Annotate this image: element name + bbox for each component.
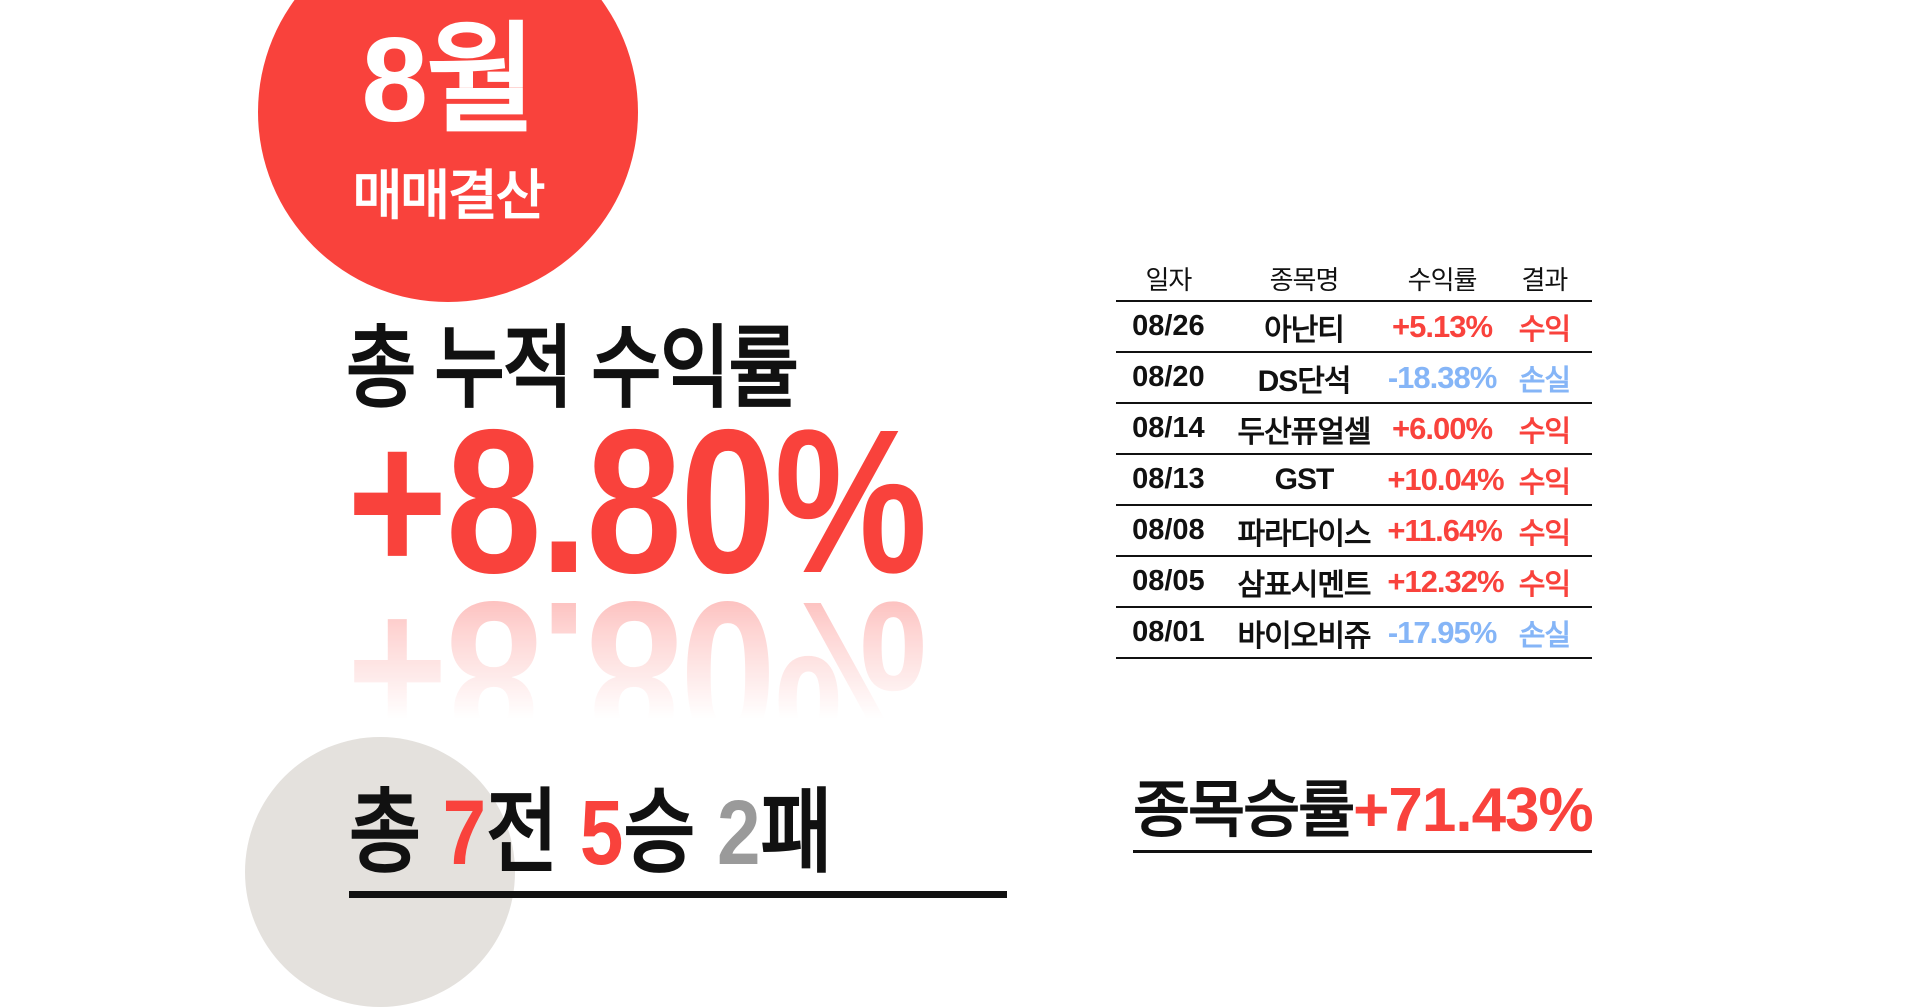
cell-date: 08/20: [1132, 361, 1205, 393]
table-row: 08/26 아난티 +5.13% 수익: [1116, 302, 1592, 353]
cell-return: +11.64%: [1387, 512, 1503, 548]
winrate-row: 종목승률 +71.43%: [1133, 776, 1594, 845]
table-row: 08/13 GST +10.04% 수익: [1116, 455, 1592, 506]
cell-result: 수익: [1518, 313, 1571, 346]
table-row: 08/01 바이오비쥬 -17.95% 손실: [1116, 608, 1592, 659]
cell-name: DS단석: [1257, 364, 1352, 398]
results-table: 일자 종목명 수익률 결과 08/26 아난티 +5.13% 수익 08/20 …: [1116, 256, 1592, 659]
cell-date: 08/05: [1132, 565, 1205, 597]
table-row: 08/14 두산퓨얼셀 +6.00% 수익: [1116, 404, 1592, 455]
cell-date: 08/08: [1132, 514, 1205, 546]
badge-subtitle-label: 매매결산: [352, 166, 546, 226]
record-losses-count: 2: [717, 782, 761, 884]
cell-result: 수익: [1518, 517, 1571, 550]
winrate-underline: [1133, 850, 1592, 853]
table-row: 08/08 파라다이스 +11.64% 수익: [1116, 506, 1592, 557]
cell-result: 수익: [1518, 466, 1571, 499]
record-prefix: 총: [349, 782, 443, 884]
winrate-value: +71.43%: [1353, 776, 1593, 845]
table-row: 08/20 DS단석 -18.38% 손실: [1116, 353, 1592, 404]
cell-name: 두산퓨얼셀: [1237, 415, 1372, 449]
cell-result: 수익: [1518, 415, 1571, 448]
results-table-body: 08/26 아난티 +5.13% 수익 08/20 DS단석 -18.38% 손…: [1116, 302, 1592, 659]
summary-value-reflection: +8.80%: [347, 559, 926, 788]
summary-value-stack: +8.80% +8.80%: [347, 387, 927, 788]
badge-month-label: 8월: [361, 13, 536, 147]
header-result: 결과: [1521, 264, 1568, 295]
winrate-label: 종목승률: [1133, 776, 1355, 845]
cell-return: +10.04%: [1387, 461, 1504, 497]
cell-date: 08/01: [1132, 616, 1205, 648]
record-games-label: 전: [486, 782, 580, 884]
cell-result: 수익: [1518, 568, 1571, 601]
cell-name: 아난티: [1264, 313, 1345, 347]
record-losses-label: 패: [760, 782, 833, 884]
table-row: 08/05 삼표시멘트 +12.32% 수익: [1116, 557, 1592, 608]
gray-circle-decoration: [245, 737, 515, 1007]
header-return: 수익률: [1407, 264, 1478, 295]
cell-name: 파라다이스: [1237, 517, 1372, 551]
record-underline: [349, 891, 1007, 898]
record-wins-label: 승: [623, 782, 718, 884]
record-wins-count: 5: [579, 782, 624, 884]
page-root: { "badge": { "month": "8월", "subtitle": …: [245, 0, 1594, 1007]
summary-value: +8.80%: [347, 387, 927, 616]
cell-return: -17.95%: [1387, 614, 1497, 650]
summary-title: 총 누적 수익률: [346, 319, 799, 419]
cell-name: 바이오비쥬: [1237, 619, 1372, 653]
cell-return: +12.32%: [1387, 563, 1504, 599]
cell-name: 삼표시멘트: [1237, 568, 1372, 602]
cell-return: +5.13%: [1392, 308, 1493, 344]
header-name: 종목명: [1269, 264, 1340, 295]
cell-result: 손실: [1518, 364, 1571, 397]
record-text: 총 7전 5승 2패: [349, 787, 832, 879]
cell-return: +6.00%: [1392, 410, 1493, 446]
cell-return: -18.38%: [1387, 359, 1497, 395]
cell-date: 08/14: [1132, 412, 1205, 444]
cell-result: 손실: [1518, 619, 1571, 652]
month-badge: 8월 매매결산: [258, 0, 638, 302]
record-games-count: 7: [442, 782, 487, 884]
header-date: 일자: [1145, 264, 1192, 295]
cell-name: GST: [1274, 462, 1335, 496]
cell-date: 08/26: [1132, 310, 1205, 342]
cell-date: 08/13: [1132, 463, 1205, 495]
results-table-header: 일자 종목명 수익률 결과: [1116, 256, 1592, 302]
